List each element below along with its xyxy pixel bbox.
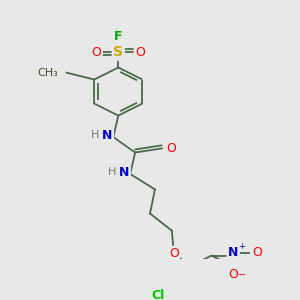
Text: F: F (114, 30, 122, 43)
Text: −: − (238, 270, 246, 280)
Text: H: H (108, 167, 116, 177)
Text: O: O (228, 268, 238, 281)
Text: O: O (135, 46, 145, 59)
Text: O: O (92, 46, 101, 59)
Text: O: O (166, 142, 176, 155)
Text: Cl: Cl (152, 290, 165, 300)
Text: S: S (113, 45, 123, 59)
Text: H: H (91, 130, 100, 140)
Text: O: O (252, 247, 262, 260)
Text: O: O (169, 247, 179, 260)
Text: N: N (102, 129, 112, 142)
Text: +: + (238, 242, 244, 251)
Text: N: N (228, 247, 238, 260)
Text: N: N (119, 166, 129, 179)
Text: CH₃: CH₃ (38, 68, 58, 78)
